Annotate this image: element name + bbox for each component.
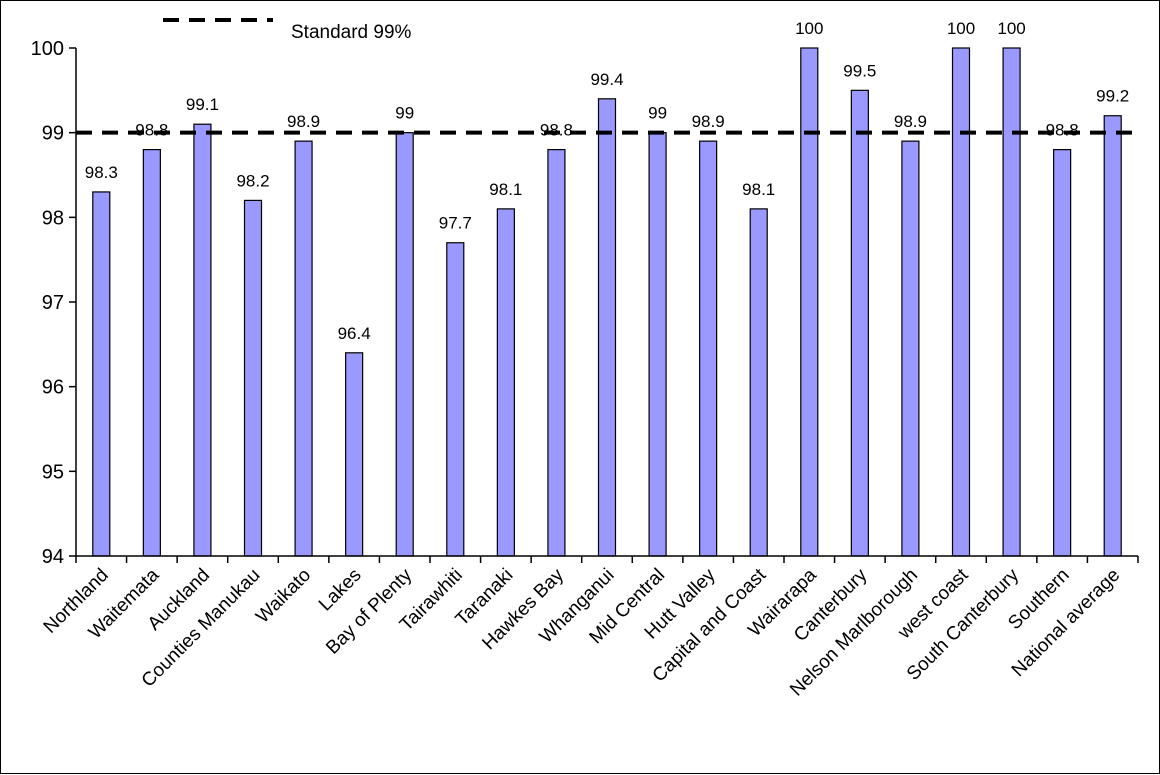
bar <box>1053 149 1072 557</box>
x-category-label: Waikato <box>252 565 315 628</box>
y-tick-label: 100 <box>31 38 64 60</box>
bar <box>749 208 768 557</box>
data-label: 98.8 <box>135 121 168 140</box>
bar <box>951 47 971 557</box>
bar <box>699 140 718 557</box>
bar <box>1002 47 1021 557</box>
bar <box>597 98 617 557</box>
bar <box>395 132 414 557</box>
y-tick-label: 99 <box>42 123 64 145</box>
bar <box>850 89 869 557</box>
y-axis: 94 95 96 97 98 99 100 <box>31 38 77 568</box>
data-label: 98.8 <box>1046 121 1079 140</box>
bar <box>345 352 364 557</box>
data-label: 100 <box>795 19 823 38</box>
y-tick-label: 98 <box>42 207 64 229</box>
y-tick-label: 94 <box>42 546 64 568</box>
data-label: 98.9 <box>692 112 725 131</box>
bars: 98.3 98.8 99.1 98.2 98.9 96.4 99 97.7 98.1 98.8 99… <box>85 19 1129 557</box>
data-label: 98.1 <box>489 180 522 199</box>
bar <box>193 123 212 557</box>
data-label: 99 <box>395 104 414 123</box>
data-label: 98.1 <box>742 180 775 199</box>
bar <box>294 140 313 557</box>
data-label: 99 <box>648 104 667 123</box>
data-label: 99.2 <box>1096 87 1129 106</box>
bar <box>496 208 515 557</box>
bar <box>92 191 111 557</box>
data-label: 98.9 <box>894 112 927 131</box>
legend: Standard 99% <box>163 18 412 43</box>
data-label: 100 <box>997 19 1025 38</box>
data-label: 98.2 <box>236 171 269 190</box>
bar <box>800 47 819 557</box>
bar <box>547 149 566 557</box>
legend-entry-standard: Standard 99% <box>291 22 412 43</box>
data-label: 99.5 <box>843 61 876 80</box>
bar <box>446 242 465 557</box>
data-label: 98.9 <box>287 112 320 131</box>
data-label: 98.8 <box>540 121 573 140</box>
bar <box>901 140 920 557</box>
y-tick-label: 95 <box>42 461 64 483</box>
data-label: 97.7 <box>439 214 472 233</box>
y-tick-label: 97 <box>42 292 64 314</box>
bar <box>142 149 161 557</box>
data-label: 98.3 <box>85 163 118 182</box>
bar <box>1103 115 1122 557</box>
data-label: 96.4 <box>338 324 371 343</box>
data-label: 99.4 <box>590 70 623 89</box>
y-tick-label: 96 <box>42 377 64 399</box>
bar <box>648 132 667 557</box>
bar <box>243 199 263 557</box>
data-label: 100 <box>947 19 975 38</box>
data-label: 99.1 <box>186 95 219 114</box>
